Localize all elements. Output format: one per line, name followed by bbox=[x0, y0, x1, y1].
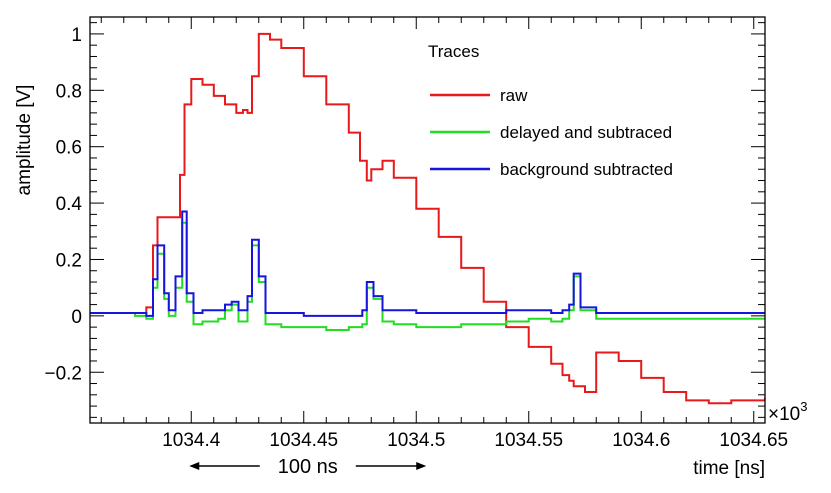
series-line-background-subtracted bbox=[90, 210, 765, 317]
y-tick-label: 0 bbox=[71, 307, 82, 328]
x-tick-label: 1034.5 bbox=[387, 430, 445, 451]
x-tick-label: 1034.65 bbox=[719, 430, 788, 451]
x-tick-label: 1034.4 bbox=[162, 430, 221, 451]
series-line-raw bbox=[90, 32, 765, 405]
y-tick-label: −0.2 bbox=[44, 363, 82, 384]
legend-label: delayed and subtraced bbox=[500, 123, 672, 142]
y-axis-title: amplitude [V] bbox=[14, 85, 35, 196]
annotation-label: 100 ns bbox=[278, 456, 338, 478]
x-tick-label: 1034.55 bbox=[494, 430, 563, 451]
legend-label: background subtracted bbox=[500, 160, 673, 179]
legend-label: raw bbox=[500, 86, 528, 105]
x-exponent-label: ×103 bbox=[768, 399, 807, 425]
y-tick-label: 0.8 bbox=[56, 81, 82, 102]
y-tick-label: 1 bbox=[71, 25, 82, 46]
x-tick-label: 1034.45 bbox=[269, 430, 338, 451]
x-tick-label: 1034.6 bbox=[612, 430, 670, 451]
y-tick-label: 0.4 bbox=[56, 194, 83, 215]
annotation-right-arrowhead bbox=[416, 462, 427, 470]
legend: Traces raw delayed and subtraced backgroun… bbox=[428, 42, 673, 179]
y-tick-label: 0.2 bbox=[56, 250, 82, 271]
x-exponent-base: ×10 bbox=[768, 404, 800, 425]
plot-frame bbox=[89, 16, 766, 424]
time-scale-annotation: 100 ns bbox=[189, 456, 427, 478]
x-exponent-power: 3 bbox=[800, 399, 807, 414]
annotation-left-arrowhead bbox=[189, 462, 200, 470]
x-axis-title: time [ns] bbox=[693, 458, 765, 479]
legend-title: Traces bbox=[428, 42, 479, 61]
y-tick-label: 0.6 bbox=[56, 138, 82, 159]
